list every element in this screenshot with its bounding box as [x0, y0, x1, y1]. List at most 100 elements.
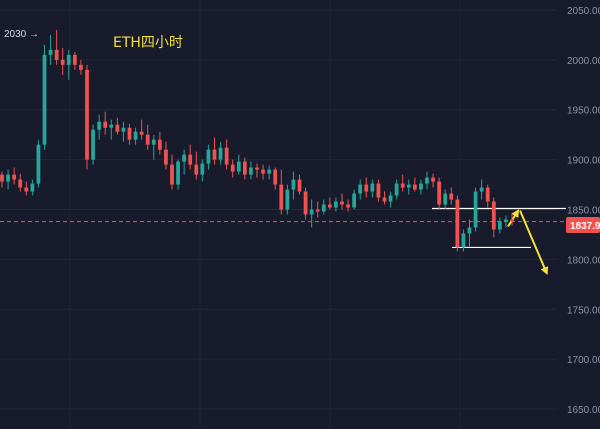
- chart-title: ETH四小时: [113, 35, 183, 51]
- candle-body: [48, 49, 53, 55]
- y-tick-label: 1750.00: [567, 305, 600, 316]
- grid-layer: [0, 9, 556, 410]
- candle-body: [151, 139, 156, 145]
- candle-body: [388, 195, 393, 202]
- candle-body: [394, 183, 399, 196]
- candle-body: [364, 184, 369, 192]
- y-tick-label: 2000.00: [567, 56, 600, 67]
- candle-body: [485, 187, 490, 202]
- candle-body: [157, 139, 162, 150]
- candle-body: [42, 54, 47, 145]
- candle-body: [12, 174, 17, 180]
- candle-body: [431, 177, 435, 182]
- candle-body: [230, 164, 235, 172]
- y-tick-label: 1850.00: [567, 206, 600, 217]
- candle-body: [127, 127, 132, 140]
- arrow-down-icon: [519, 210, 549, 276]
- price-axis: 2050.00 2000.00 1950.00 1900.00 1850.00 1800.…: [567, 6, 600, 416]
- y-tick-label: 1950.00: [567, 106, 600, 117]
- candle-body: [30, 183, 35, 192]
- y-tick-label: 1900.00: [567, 156, 600, 167]
- candle-body: [273, 169, 278, 185]
- candle-body: [24, 187, 29, 192]
- candle-body: [400, 183, 405, 188]
- candle-body: [352, 193, 357, 208]
- high-price-label: 2030 →: [4, 29, 39, 40]
- candle-body: [443, 193, 448, 205]
- candle-body: [54, 49, 59, 60]
- candle-body: [303, 191, 308, 215]
- candle-body: [497, 221, 502, 230]
- candle-body: [267, 169, 272, 174]
- candle-body: [321, 204, 326, 212]
- candle-body: [176, 161, 180, 185]
- candle-body: [200, 163, 205, 175]
- y-tick-label: 1650.00: [567, 405, 600, 416]
- candle-body: [103, 121, 108, 128]
- candle-body: [6, 174, 10, 182]
- candle-body: [412, 184, 417, 190]
- candle-layer: [0, 29, 514, 252]
- candle-body: [467, 227, 472, 234]
- current-price-badge: 1837.9: [566, 217, 600, 233]
- candle-body: [370, 183, 375, 192]
- candle-body: [249, 167, 253, 175]
- candle-body: [358, 184, 363, 194]
- candle-body: [170, 164, 174, 185]
- candle-body: [79, 64, 83, 70]
- candle-body: [327, 204, 332, 208]
- candle-body: [72, 54, 77, 65]
- candle-body: [419, 183, 423, 190]
- candle-body: [188, 154, 193, 165]
- candle-body: [121, 127, 126, 132]
- candle-body: [218, 147, 223, 160]
- candle-body: [340, 201, 344, 205]
- candle-body: [315, 209, 320, 212]
- candle-body: [212, 149, 217, 160]
- candle-body: [376, 183, 381, 198]
- candle-body: [60, 59, 65, 65]
- candle-body: [236, 161, 241, 172]
- candle-body: [291, 179, 296, 190]
- annotation-layer: [0, 207, 566, 276]
- candle-body: [346, 204, 350, 208]
- candle-body: [139, 131, 144, 135]
- candle-body: [242, 161, 247, 175]
- candle-body: [18, 179, 23, 188]
- candle-body: [224, 147, 229, 165]
- candle-body: [491, 201, 496, 230]
- current-price-badge-bg: [566, 217, 600, 233]
- y-tick-label: 2050.00: [567, 6, 600, 17]
- candle-body: [504, 219, 508, 222]
- candle-body: [309, 209, 314, 215]
- candle-body: [461, 233, 466, 248]
- candle-body: [182, 154, 187, 162]
- candle-body: [97, 121, 102, 130]
- candle-body: [85, 69, 89, 160]
- candle-body: [255, 167, 259, 170]
- candle-body: [206, 149, 211, 164]
- candle-body: [164, 149, 168, 165]
- candle-body: [133, 131, 138, 140]
- candle-body: [449, 193, 454, 200]
- candle-body: [115, 124, 120, 132]
- y-tick-label: 1700.00: [567, 355, 600, 366]
- candle-body: [145, 134, 150, 145]
- candle-body: [437, 181, 442, 205]
- candle-body: [261, 169, 265, 174]
- candle-body: [0, 174, 4, 182]
- current-price-label: 1837.9: [570, 221, 600, 232]
- candle-body: [473, 191, 478, 228]
- candle-body: [36, 144, 41, 184]
- candle-body: [91, 129, 95, 160]
- candle-body: [479, 187, 484, 192]
- candle-body: [66, 54, 71, 65]
- candle-body: [279, 184, 284, 210]
- candle-body: [425, 177, 429, 184]
- candle-body: [109, 124, 114, 128]
- candle-body: [510, 219, 514, 222]
- candle-body: [194, 164, 199, 175]
- y-tick-label: 1800.00: [567, 255, 600, 266]
